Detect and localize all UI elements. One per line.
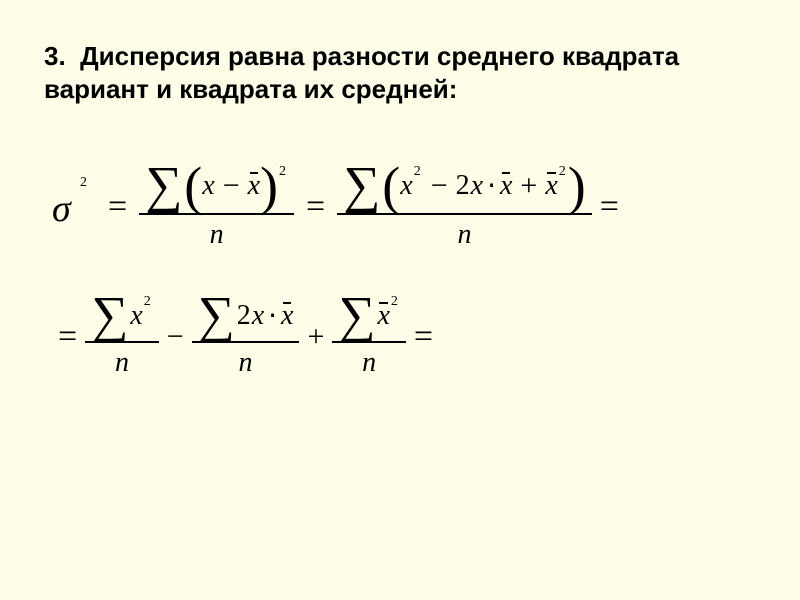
exp-2: 2 <box>279 164 286 180</box>
fraction-1-den: n <box>204 215 230 255</box>
var-xbar: x <box>248 170 260 202</box>
formula-line-1: σ 2 = ∑ ( x − x ) 2 n = ∑ ( <box>50 160 756 255</box>
var-x: x <box>202 170 214 202</box>
fraction-1: ∑ ( x − x ) 2 n <box>139 160 294 255</box>
dot: ⋅ <box>264 299 281 333</box>
fraction-4-den: n <box>233 343 259 383</box>
formula-line-2: = ∑ x 2 n − ∑ 2 x ⋅ x n <box>50 291 756 384</box>
var-n: n <box>362 347 376 379</box>
var-x: x <box>130 300 142 332</box>
sum-icon: ∑ <box>338 293 375 340</box>
var-n: n <box>457 219 471 251</box>
minus: − <box>159 320 192 354</box>
equals-2: = <box>294 188 337 226</box>
exp-2: 2 <box>144 294 151 310</box>
exp-2: 2 <box>391 294 398 310</box>
slide: 3. Дисперсия равна разности среднего ква… <box>0 0 800 600</box>
plus: + <box>512 169 545 203</box>
fraction-4: ∑ 2 x ⋅ x n <box>192 291 300 384</box>
sigma-squared: σ 2 <box>50 177 96 237</box>
var-xbar: x <box>500 170 512 202</box>
rparen: ) <box>260 162 278 211</box>
fraction-1-num: ∑ ( x − x ) 2 <box>139 160 294 213</box>
minus: − <box>215 169 248 203</box>
var-xbar: x <box>545 170 557 202</box>
exp-2: 2 <box>559 164 566 180</box>
sigma-glyph: σ <box>52 187 71 231</box>
exp-2: 2 <box>414 164 421 180</box>
var-x: x <box>471 170 483 202</box>
dot: ⋅ <box>483 169 500 203</box>
fraction-3-den: n <box>109 343 135 383</box>
var-x: x <box>400 170 412 202</box>
rparen: ) <box>568 162 586 211</box>
fraction-5-den: n <box>356 343 382 383</box>
equals-4: = <box>50 318 85 356</box>
sum-icon: ∑ <box>343 163 380 210</box>
fraction-4-num: ∑ 2 x ⋅ x <box>192 291 300 342</box>
sum-icon: ∑ <box>91 293 128 340</box>
title-text: Дисперсия равна разности среднего квадра… <box>44 41 679 104</box>
minus: − <box>423 169 456 203</box>
slide-title: 3. Дисперсия равна разности среднего ква… <box>44 40 756 105</box>
var-x: x <box>252 300 264 332</box>
fraction-3: ∑ x 2 n <box>85 291 159 384</box>
sigma-exponent: 2 <box>80 175 87 191</box>
fraction-5-num: ∑ x 2 <box>332 291 406 342</box>
title-number: 3. <box>44 41 66 71</box>
var-xbar: x <box>281 300 293 332</box>
coef-2: 2 <box>237 300 251 332</box>
equals-1: = <box>96 188 139 226</box>
lparen: ( <box>184 162 202 211</box>
equals-3: = <box>592 188 627 226</box>
var-xbar: x <box>377 300 389 332</box>
fraction-3-num: ∑ x 2 <box>85 291 159 342</box>
sum-icon: ∑ <box>145 163 182 210</box>
fraction-2-den: n <box>451 215 477 255</box>
lparen: ( <box>382 162 400 211</box>
plus: + <box>299 320 332 354</box>
fraction-2-num: ∑ ( x 2 − 2 x ⋅ x + x 2 ) <box>337 160 592 213</box>
var-n: n <box>115 347 129 379</box>
equals-5: = <box>406 318 441 356</box>
fraction-5: ∑ x 2 n <box>332 291 406 384</box>
sum-icon: ∑ <box>198 293 235 340</box>
var-n: n <box>210 219 224 251</box>
coef-2: 2 <box>456 170 470 202</box>
fraction-2: ∑ ( x 2 − 2 x ⋅ x + x 2 ) n <box>337 160 592 255</box>
var-n: n <box>239 347 253 379</box>
